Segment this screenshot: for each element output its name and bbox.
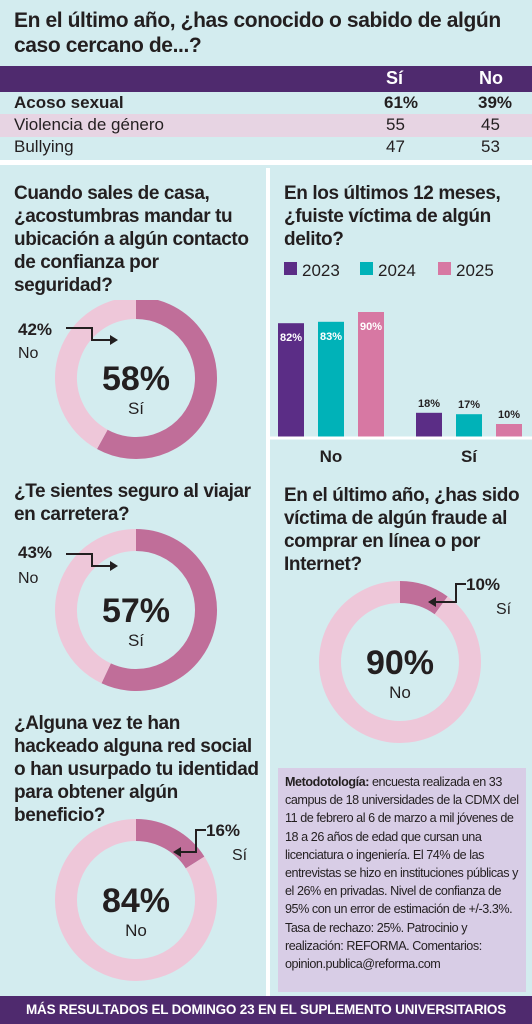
donut-slice-no — [319, 581, 481, 743]
bar-si-2025 — [496, 424, 522, 438]
callout-arrow — [66, 327, 112, 341]
q2-title: ¿Te sientes seguro al viajar en carreter… — [14, 481, 251, 525]
callout-arrowhead — [428, 597, 436, 607]
methodology-label: Metodotología: — [285, 775, 369, 789]
donut-slice-no — [55, 529, 137, 684]
q1-title: Cuando sales de casa, ¿acostumbras manda… — [14, 183, 249, 296]
row-label: Violencia de género — [14, 115, 164, 134]
category-label: No — [320, 447, 343, 466]
bar-data-label: 10% — [498, 409, 520, 421]
donut-small-value: 16% — [206, 821, 240, 840]
donut-small-label: No — [18, 345, 39, 362]
bar-no-2024 — [318, 321, 344, 438]
q1-donut-chart: 58%Sí 42% No — [18, 300, 217, 459]
q3-donut-chart: 84%No 16% Sí — [55, 819, 248, 981]
q2-donut-chart: 57%Sí 43% No — [18, 529, 217, 691]
row-no: 53 — [481, 137, 500, 156]
category-label: Sí — [461, 447, 478, 466]
q4-title: En los últimos 12 meses, ¿fuiste víctima… — [284, 183, 501, 250]
methodology-body: encuesta realizada en 33 campus de 18 un… — [285, 775, 519, 972]
callout-arrowhead — [110, 335, 118, 345]
row-no: 39% — [478, 93, 513, 112]
donut-small-label: No — [18, 570, 39, 587]
donut-small-label: Sí — [232, 847, 248, 864]
bar-data-label: 17% — [458, 399, 480, 411]
donut-slice-si — [96, 300, 217, 459]
donut-slice-no — [55, 300, 137, 449]
donut-center-value: 90% — [366, 644, 434, 682]
row-si: 47 — [386, 137, 405, 156]
row-si: 55 — [386, 115, 405, 134]
callout-arrowhead — [173, 847, 181, 857]
table-header: Sí No — [0, 66, 532, 92]
q5-donut-chart: 90%No 10% Sí — [319, 575, 512, 743]
donut-center-label: No — [389, 683, 411, 702]
header-si: Sí — [386, 68, 404, 88]
bar-data-label: 18% — [418, 398, 440, 410]
donut-small-value: 43% — [18, 543, 52, 562]
legend-label-2025: 2025 — [456, 261, 494, 280]
bar-no-2023 — [278, 323, 304, 438]
donut-slice-si — [399, 581, 448, 615]
bar-no-2025 — [358, 312, 384, 438]
callout-arrow — [180, 829, 206, 853]
donut-small-value: 42% — [18, 320, 52, 339]
table-title: En el último año, ¿has conocido o sabido… — [14, 9, 501, 57]
footer-banner: MÁS RESULTADOS EL DOMINGO 23 EN EL SUPLE… — [0, 996, 532, 1024]
legend-label-2024: 2024 — [378, 261, 416, 280]
donut-center-value: 58% — [102, 360, 170, 398]
callout-arrow — [436, 583, 466, 603]
q5-title: En el último año, ¿has sido víctima de a… — [284, 485, 520, 575]
bar-si-2023 — [416, 412, 442, 438]
legend-swatch-2025 — [438, 262, 451, 275]
table-row: Bullying 47 53 — [0, 136, 532, 159]
methodology-text: Metodotología: encuesta realizada en 33 … — [285, 773, 521, 973]
donut-small-label: Sí — [496, 601, 512, 618]
section-divider — [0, 160, 532, 165]
column-divider — [266, 168, 270, 998]
donut-center-value: 84% — [102, 882, 170, 920]
donut-slice-no — [55, 819, 217, 981]
legend-swatch-2024 — [360, 262, 373, 275]
donut-center-label: Sí — [128, 399, 144, 418]
bar-data-label: 82% — [280, 332, 302, 344]
table-row: Acoso sexual 61% 39% — [0, 92, 532, 115]
donut-slice-si — [135, 819, 205, 869]
callout-arrow — [66, 553, 112, 567]
bar-data-label: 83% — [320, 331, 342, 343]
bar-data-label: 90% — [360, 321, 382, 333]
table-row: Violencia de género 55 45 — [0, 114, 532, 137]
row-no: 45 — [481, 115, 500, 134]
legend-label-2023: 2023 — [302, 261, 340, 280]
donut-center-label: Sí — [128, 631, 144, 650]
row-si: 61% — [384, 93, 419, 112]
legend-swatch-2023 — [284, 262, 297, 275]
bar-si-2024 — [456, 414, 482, 438]
q4-bar-chart: 2023 2024 2025 82% 83% 90% No 18% 17% 10% Sí — [266, 261, 532, 466]
donut-center-value: 57% — [102, 592, 170, 630]
donut-center-label: No — [125, 921, 147, 940]
row-label: Acoso sexual — [14, 93, 124, 112]
row-label: Bullying — [14, 137, 74, 156]
callout-arrowhead — [110, 561, 118, 571]
q3-title: ¿Alguna vez te han hackeado alguna red s… — [14, 713, 259, 826]
header-no: No — [479, 68, 503, 88]
donut-small-value: 10% — [466, 575, 500, 594]
donut-slice-si — [101, 529, 217, 691]
methodology-box: Metodotología: encuesta realizada en 33 … — [278, 768, 526, 992]
